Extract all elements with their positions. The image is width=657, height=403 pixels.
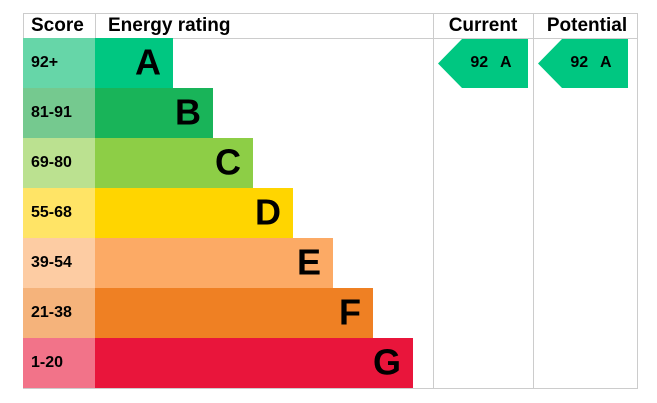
rating-bar (95, 338, 413, 388)
rating-bar (95, 288, 373, 338)
rating-bar (95, 238, 333, 288)
current-label: 92 A (470, 54, 512, 71)
potential-arrow (538, 39, 628, 88)
rating-letter: A (135, 42, 161, 83)
score-label: 21-38 (31, 304, 72, 321)
score-label: 1-20 (31, 354, 63, 371)
rating-bar (95, 38, 173, 88)
rating-bar (95, 188, 293, 238)
current-arrow (438, 39, 528, 88)
score-cell (23, 138, 95, 188)
rating-letter: D (255, 192, 281, 233)
score-cell (23, 188, 95, 238)
score-cell (23, 38, 95, 88)
rating-letter: G (373, 342, 401, 383)
score-label: 92+ (31, 54, 58, 71)
score-label: 69-80 (31, 154, 72, 171)
rating-bar (95, 138, 253, 188)
rating-letter: C (215, 142, 241, 183)
score-cell (23, 238, 95, 288)
header-energy-rating: Energy rating (108, 15, 230, 36)
rating-letter: F (339, 292, 361, 333)
score-label: 81-91 (31, 104, 72, 121)
rating-letter: E (297, 242, 321, 283)
header-score: Score (31, 15, 84, 36)
score-label: 55-68 (31, 204, 72, 221)
score-cell (23, 338, 95, 388)
rating-letter: B (175, 92, 201, 133)
header-potential: Potential (547, 15, 627, 36)
score-cell (23, 88, 95, 138)
potential-label: 92 A (570, 54, 612, 71)
header-current: Current (449, 15, 518, 36)
score-cell (23, 288, 95, 338)
rating-bar (95, 88, 213, 138)
score-label: 39-54 (31, 254, 72, 271)
